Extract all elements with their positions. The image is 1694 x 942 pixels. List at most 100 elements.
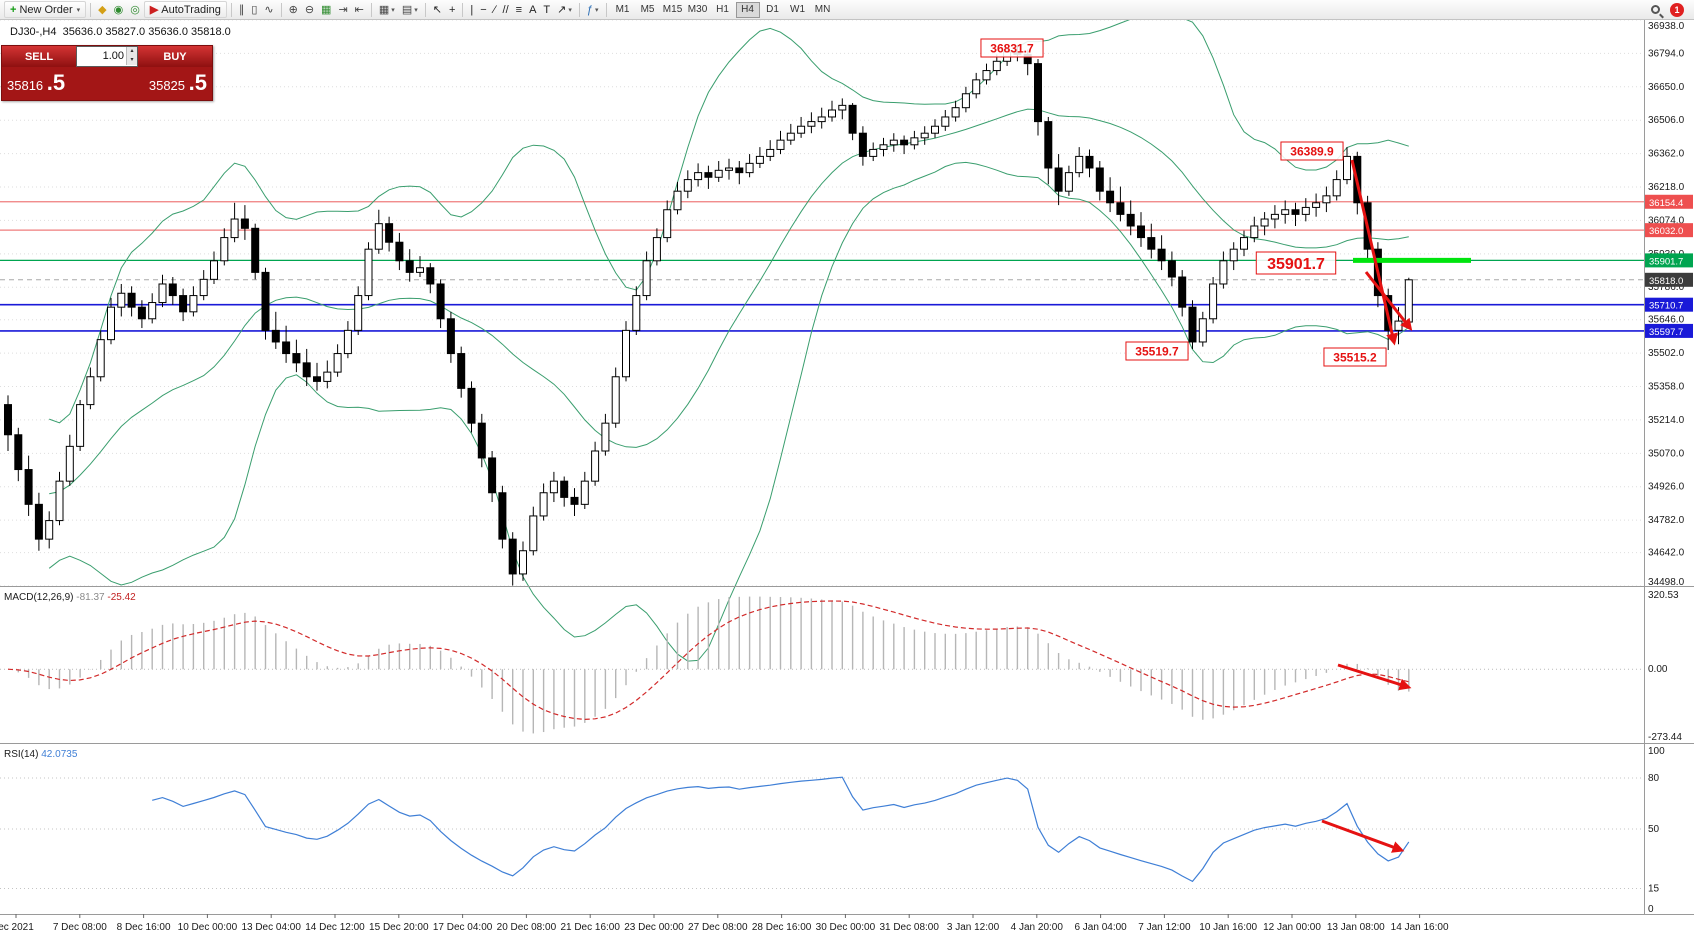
macd-axis-min: -273.44 [1648,732,1682,743]
annotation-35901.7[interactable]: 35901.7 [1255,251,1337,275]
trendline-icon[interactable]: ∕ [491,1,499,18]
annotation-36831.7[interactable]: 36831.7 [980,38,1044,58]
arrows-tool-icon[interactable]: ↗ ▾ [554,1,575,18]
one-click-trading-panel: SELL 1.00 ▴ ▾ BUY 35816 .5 35825 .5 [1,45,213,101]
timeframe-button-m1[interactable]: M1 [611,2,635,18]
price-axis-label: 36362.0 [1648,149,1685,160]
new-chart-icon[interactable]: ▦ ▾ [376,1,398,18]
trend-arrow-macd[interactable] [1337,663,1412,691]
timeframe-button-mn[interactable]: MN [811,2,835,18]
text-icon[interactable]: A [526,1,539,18]
label-icon[interactable]: T [540,1,553,18]
annotation-36389.9[interactable]: 36389.9 [1280,141,1344,161]
volume-down-button[interactable]: ▾ [126,56,137,65]
buy-price: 35825 .5 [107,68,212,96]
timeframe-button-m15[interactable]: M15 [661,2,685,18]
zoom-in-icon[interactable]: ⊕ [286,1,301,18]
timeframe-button-h4[interactable]: H4 [735,1,760,18]
price-axis-label: 34782.0 [1648,515,1685,526]
tile-windows-icon[interactable]: ▦ [318,1,334,18]
alerts-icon-glyph: ◉ [113,4,124,16]
svg-text:35710.7: 35710.7 [1649,301,1683,312]
rsi-label: RSI(14) 42.0735 [4,749,78,760]
horizontal-line-icon[interactable]: − [477,1,489,18]
cursor-icon[interactable]: ↖ [430,1,445,18]
timeframe-button-d1[interactable]: D1 [761,2,785,18]
profiles-icon-glyph: ▤ [401,4,413,16]
price-axis-label: 36650.0 [1648,82,1685,93]
tile-windows-icon-glyph: ▦ [321,4,332,16]
trend-arrow-main[interactable] [1350,159,1398,346]
time-axis-label: 3 Jan 12:00 [947,922,1000,933]
time-axis-label: 23 Dec 00:00 [624,922,684,933]
toolbar-separator [280,2,282,17]
alerts-icon[interactable]: ◉ [111,1,127,18]
timeframe-button-w1[interactable]: W1 [786,2,810,18]
price-axis-label: 35786.0 [1648,282,1685,293]
vertical-line-icon[interactable]: | [467,1,476,18]
time-axis-label: 7 Jan 12:00 [1138,922,1191,933]
channel-icon[interactable]: // [500,1,512,18]
time-axis-label: ec 2021 [0,922,34,933]
zoom-out-icon[interactable]: ⊖ [302,1,317,18]
volume-up-button[interactable]: ▴ [126,47,137,56]
annotation-35515.2[interactable]: 35515.2 [1323,347,1387,367]
candlestick-chart-icon-glyph: ▯ [251,4,258,16]
time-axis-label: 20 Dec 08:00 [497,922,557,933]
svg-text:36032.0: 36032.0 [1649,226,1683,237]
price-tag-35818.0: 35818.0 [1645,272,1693,287]
market-watch-icon[interactable]: ◎ [127,1,143,18]
volume-spinner[interactable]: ▴ ▾ [126,47,137,66]
profiles-icon[interactable]: ▤ ▾ [399,1,421,18]
time-axis-label: 21 Dec 16:00 [560,922,620,933]
sell-button[interactable]: SELL [2,46,76,67]
search-icon[interactable] [1648,1,1663,18]
volume-value[interactable]: 1.00 [102,50,124,62]
metaeditor-icon[interactable]: ◆ [95,1,109,18]
trend-arrow-main[interactable] [1364,271,1413,331]
price-tag-36032.0: 36032.0 [1645,223,1693,238]
candles-layer [4,44,1413,586]
volume-field[interactable]: 1.00 ▴ ▾ [76,46,138,67]
autotrading-button-label: AutoTrading [161,3,221,16]
new-order-button[interactable]: + New Order ▾ [4,1,87,18]
autotrading-button[interactable]: ▶ AutoTrading [143,1,227,18]
timeframe-button-m5[interactable]: M5 [636,2,660,18]
timeframe-button-m30[interactable]: M30 [686,2,710,18]
new-order-button-label: New Order [19,3,73,16]
candlestick-chart-icon[interactable]: ▯ [248,1,260,18]
price-tag-35710.7: 35710.7 [1645,297,1693,312]
chart-shift-icon[interactable]: ⇤ [352,1,367,18]
buy-price-main: 35825 [148,78,186,93]
bar-chart-icon[interactable]: ∥ [236,1,248,18]
notification-badge[interactable]: 1 [1670,2,1684,17]
arrows-tool-icon-glyph: ↗ [557,4,567,16]
fibonacci-icon[interactable]: ≡ [513,1,525,18]
annotation-35519.7[interactable]: 35519.7 [1125,341,1189,361]
buy-button[interactable]: BUY [138,46,212,67]
time-axis-label: 13 Dec 04:00 [241,922,301,933]
line-chart-icon-glyph: ∿ [264,4,274,16]
auto-scroll-icon[interactable]: ⇥ [335,1,350,18]
line-chart-icon[interactable]: ∿ [261,1,276,18]
crosshair-icon[interactable]: + [446,1,458,18]
trend-arrow-rsi[interactable] [1321,819,1405,853]
price-axis-label: 34498.0 [1648,577,1685,588]
svg-text:35818.0: 35818.0 [1649,276,1683,287]
sell-price-main: 35816 [7,78,44,93]
price-axis-label: 35070.0 [1648,448,1685,459]
price-chart[interactable]: MACD(12,26,9) -81.37 -25.42 320.53 0.00 -27… [0,20,1694,942]
indicators-icon[interactable]: ƒ ▾ [584,1,602,18]
price-gridlines [0,20,1644,587]
channel-icon-glyph: // [502,3,509,16]
svg-text:35519.7: 35519.7 [1135,344,1179,358]
price-tag-36154.4: 36154.4 [1645,194,1693,209]
horizontal-line-icon-glyph: − [480,3,487,16]
search-icon [1651,5,1660,14]
price-axis-label: 35502.0 [1648,348,1685,359]
toolbar-separator [605,2,607,17]
timeframe-button-h1[interactable]: H1 [711,2,735,18]
rsi-line [152,776,1410,883]
chart-shift-icon-glyph: ⇤ [354,4,364,16]
new-order-button-glyph: + [10,3,17,16]
